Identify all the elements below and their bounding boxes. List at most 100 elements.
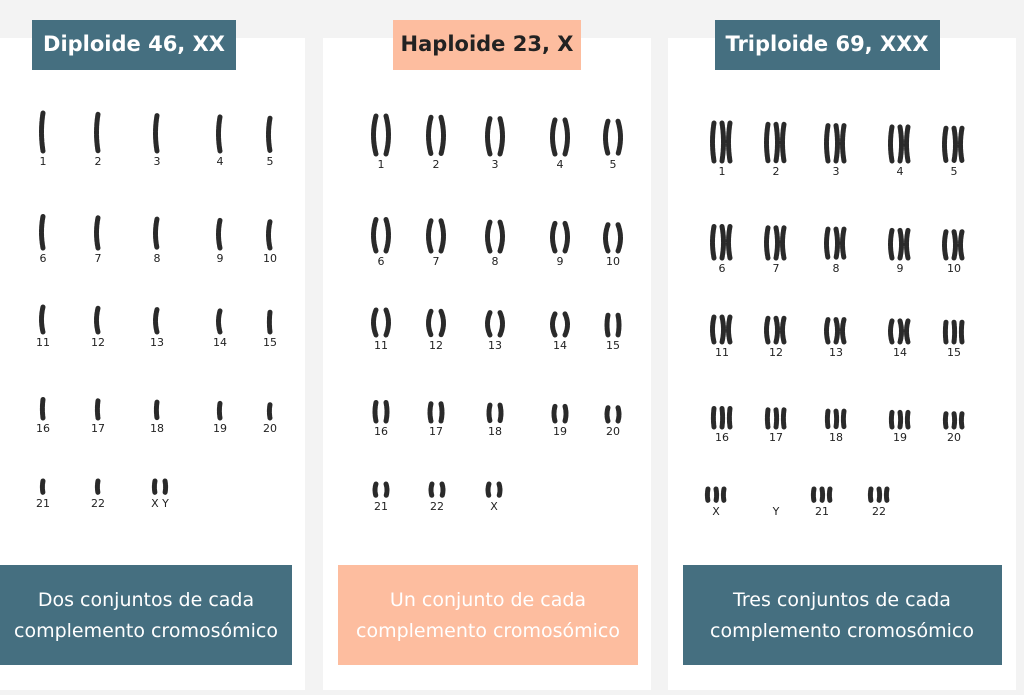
chromosome bbox=[958, 411, 965, 430]
chromosome bbox=[824, 226, 831, 261]
chromosome-label: X bbox=[490, 500, 498, 513]
chromosome bbox=[719, 224, 726, 261]
chromosome-label: 4 bbox=[897, 165, 904, 178]
chromosome bbox=[151, 478, 158, 496]
chromosome bbox=[840, 408, 847, 430]
chromosome-label: 3 bbox=[154, 155, 161, 168]
chromosome bbox=[710, 314, 717, 345]
chromosome-label: 10 bbox=[947, 262, 961, 275]
chromosome bbox=[550, 117, 558, 157]
chromosome bbox=[550, 220, 558, 254]
chromosome bbox=[266, 219, 273, 251]
chromosome-label: 5 bbox=[951, 165, 958, 178]
chromosome bbox=[615, 405, 622, 424]
chromosome bbox=[438, 218, 446, 254]
chromosome bbox=[94, 478, 101, 496]
chromosome bbox=[372, 400, 379, 424]
chromosome bbox=[713, 486, 720, 504]
chromosome bbox=[438, 401, 445, 424]
chromosome-label: 7 bbox=[433, 255, 440, 268]
chromosome-label: 11 bbox=[715, 346, 729, 359]
chromosome bbox=[615, 118, 623, 157]
chromosome-label: 8 bbox=[833, 262, 840, 275]
chromosome bbox=[826, 486, 833, 504]
chromosome bbox=[888, 318, 895, 345]
chromosome bbox=[216, 217, 223, 251]
chromosome-label: 20 bbox=[947, 431, 961, 444]
chromosome-label: 2 bbox=[433, 158, 440, 171]
chromosome bbox=[904, 227, 911, 261]
chromosome bbox=[372, 481, 379, 499]
chromosome bbox=[897, 227, 904, 261]
chromosome-label: 20 bbox=[606, 425, 620, 438]
chromosome bbox=[773, 315, 780, 345]
chromosome bbox=[266, 309, 273, 335]
chromosome bbox=[710, 406, 717, 430]
chromosome bbox=[888, 409, 895, 430]
caption-line: Un conjunto de cada bbox=[390, 589, 586, 611]
chromosome-label: 6 bbox=[378, 255, 385, 268]
chromosome-label: 21 bbox=[36, 497, 50, 510]
chromosome bbox=[383, 400, 390, 424]
chromosome bbox=[833, 226, 840, 261]
chromosome bbox=[39, 214, 46, 251]
chromosome bbox=[888, 124, 895, 164]
chromosome bbox=[485, 219, 493, 254]
chromosome-label: 15 bbox=[606, 339, 620, 352]
title-box bbox=[715, 20, 940, 70]
chromosome bbox=[497, 310, 505, 338]
chromosome bbox=[726, 224, 733, 261]
chromosome-label: 4 bbox=[557, 158, 564, 171]
chromosome bbox=[162, 478, 169, 496]
chromosome-label: 17 bbox=[91, 422, 105, 435]
chromosome bbox=[726, 120, 733, 164]
panel-title: Haploide 23, X bbox=[401, 32, 574, 56]
chromosome-label: 22 bbox=[430, 500, 444, 513]
chromosome bbox=[371, 307, 379, 338]
chromosome bbox=[615, 312, 622, 338]
chromosome bbox=[719, 120, 726, 164]
chromosome-label: 12 bbox=[769, 346, 783, 359]
caption-line: complemento cromosómico bbox=[14, 620, 278, 642]
chromosome bbox=[958, 229, 965, 261]
chromosome bbox=[773, 407, 780, 430]
chromosome bbox=[371, 217, 379, 254]
chromosome-label: 9 bbox=[217, 252, 224, 265]
chromosome bbox=[824, 123, 831, 164]
chromosome-label: 13 bbox=[488, 339, 502, 352]
chromosome bbox=[485, 116, 493, 157]
chromosome bbox=[562, 311, 570, 338]
chromosome bbox=[810, 486, 817, 504]
chromosome-label: 7 bbox=[95, 252, 102, 265]
chromosome-label: 4 bbox=[217, 155, 224, 168]
chromosome-label: 19 bbox=[893, 431, 907, 444]
chromosome-label: 2 bbox=[95, 155, 102, 168]
chromosome bbox=[383, 307, 391, 338]
chromosome-label: 1 bbox=[378, 158, 385, 171]
chromosome bbox=[486, 402, 493, 424]
chromosome bbox=[426, 308, 434, 338]
chromosome bbox=[153, 399, 160, 421]
chromosome-label: 21 bbox=[374, 500, 388, 513]
chromosome bbox=[383, 113, 391, 157]
chromosome-label: 12 bbox=[429, 339, 443, 352]
chromosome bbox=[216, 114, 223, 154]
chromosome bbox=[958, 125, 965, 164]
chromosome bbox=[824, 317, 831, 345]
chromosome-label: 13 bbox=[829, 346, 843, 359]
chromosome bbox=[710, 120, 717, 164]
chromosome bbox=[951, 125, 958, 164]
caption-line: complemento cromosómico bbox=[710, 620, 974, 642]
chromosome bbox=[39, 478, 46, 496]
caption-line: Tres conjuntos de cada bbox=[732, 589, 951, 611]
chromosome-label: 18 bbox=[829, 431, 843, 444]
chromosome-label: 11 bbox=[36, 336, 50, 349]
chromosome bbox=[951, 319, 958, 345]
panel-title: Triploide 69, XXX bbox=[725, 32, 928, 56]
chromosome bbox=[942, 229, 949, 261]
chromosome-label: 8 bbox=[154, 252, 161, 265]
chromosome bbox=[551, 403, 558, 424]
chromosome-label: 14 bbox=[893, 346, 907, 359]
chromosome bbox=[39, 304, 46, 335]
